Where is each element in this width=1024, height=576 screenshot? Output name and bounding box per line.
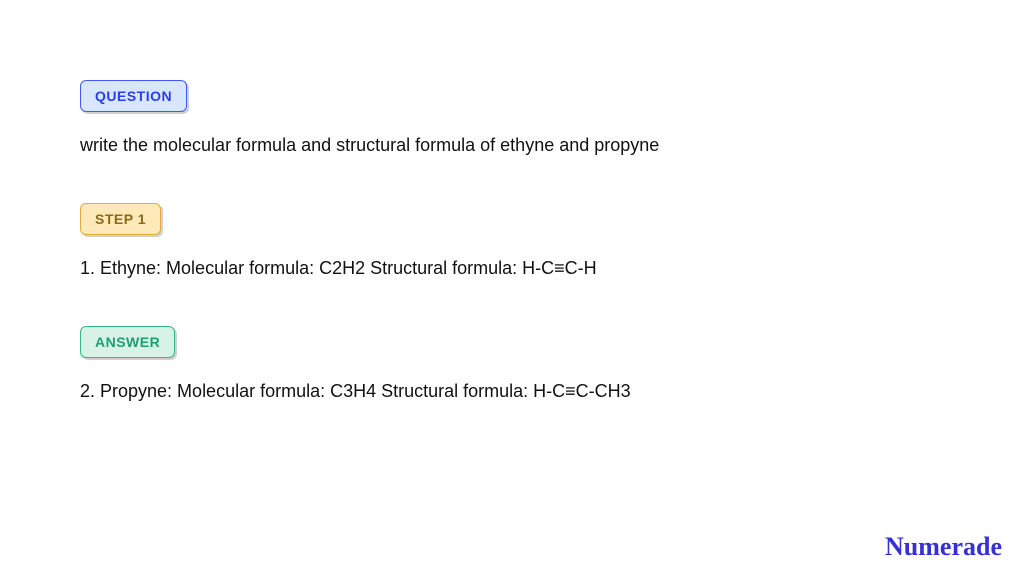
step1-badge: STEP 1 xyxy=(80,203,161,235)
step1-section: STEP 1 1. Ethyne: Molecular formula: C2H… xyxy=(80,203,944,282)
answer-badge: ANSWER xyxy=(80,326,175,358)
answer-text: 2. Propyne: Molecular formula: C3H4 Stru… xyxy=(80,378,944,405)
brand-logo: Numerade xyxy=(885,532,1002,562)
step1-text: 1. Ethyne: Molecular formula: C2H2 Struc… xyxy=(80,255,944,282)
answer-section: ANSWER 2. Propyne: Molecular formula: C3… xyxy=(80,326,944,405)
question-text: write the molecular formula and structur… xyxy=(80,132,944,159)
content-area: QUESTION write the molecular formula and… xyxy=(0,0,1024,405)
question-section: QUESTION write the molecular formula and… xyxy=(80,80,944,159)
question-badge: QUESTION xyxy=(80,80,187,112)
